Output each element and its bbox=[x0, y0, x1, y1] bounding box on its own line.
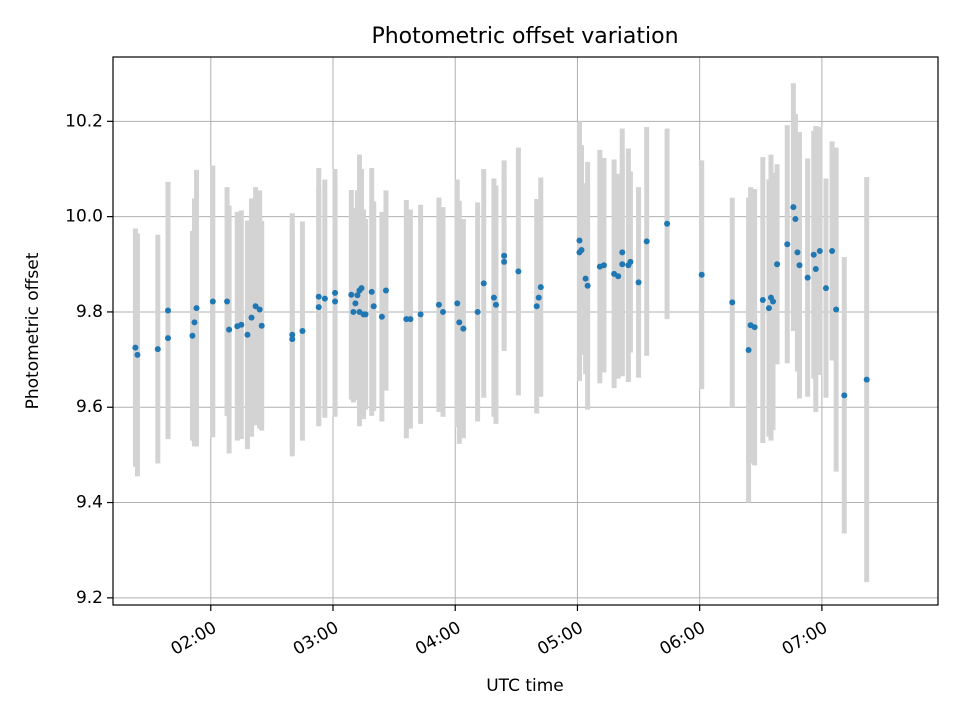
data-point bbox=[378, 313, 385, 320]
data-point bbox=[770, 298, 776, 305]
data-point bbox=[315, 304, 322, 311]
data-point bbox=[435, 301, 442, 308]
x-axis-label: UTC time bbox=[486, 676, 564, 696]
data-point bbox=[829, 247, 836, 254]
data-point bbox=[382, 287, 389, 294]
plot-frame bbox=[112, 56, 939, 606]
data-point bbox=[492, 301, 499, 308]
data-point bbox=[784, 241, 791, 248]
data-point bbox=[765, 305, 772, 312]
data-point bbox=[350, 308, 357, 315]
data-point bbox=[804, 274, 811, 281]
data-point bbox=[191, 319, 198, 326]
data-point bbox=[794, 249, 801, 256]
data-point bbox=[790, 204, 797, 211]
data-point bbox=[244, 331, 251, 338]
data-point bbox=[189, 332, 196, 339]
data-point bbox=[354, 292, 361, 299]
data-point bbox=[635, 279, 642, 286]
data-point bbox=[238, 321, 245, 328]
data-point bbox=[209, 298, 216, 305]
data-point bbox=[332, 289, 339, 296]
data-point bbox=[729, 299, 736, 306]
data-point bbox=[619, 249, 626, 256]
data-point bbox=[643, 238, 650, 245]
data-point bbox=[256, 306, 263, 313]
data-point bbox=[759, 297, 766, 304]
data-point bbox=[165, 307, 171, 314]
data-point bbox=[796, 262, 803, 269]
y-tick-label: 9.8 bbox=[76, 302, 103, 322]
y-axis-label: Photometric offset bbox=[23, 252, 43, 409]
data-point bbox=[615, 273, 622, 280]
data-point bbox=[315, 293, 322, 300]
data-point bbox=[362, 311, 369, 318]
data-point bbox=[165, 335, 171, 342]
y-tick-label: 9.6 bbox=[76, 397, 103, 417]
data-point bbox=[352, 300, 359, 307]
data-point bbox=[745, 347, 752, 354]
data-point bbox=[751, 324, 758, 331]
data-point bbox=[368, 288, 375, 295]
data-point bbox=[619, 261, 626, 268]
data-point bbox=[321, 295, 328, 302]
data-point bbox=[501, 258, 508, 265]
data-point bbox=[440, 308, 446, 315]
data-point bbox=[258, 322, 265, 329]
data-point bbox=[289, 331, 296, 338]
data-point bbox=[226, 326, 233, 333]
data-point bbox=[480, 280, 487, 287]
data-point bbox=[193, 305, 200, 312]
data-point bbox=[576, 237, 583, 244]
y-tick-label: 9.2 bbox=[76, 588, 103, 608]
data-point bbox=[533, 303, 540, 310]
data-point bbox=[454, 300, 461, 307]
data-point bbox=[600, 262, 607, 269]
data-point bbox=[370, 303, 377, 310]
data-point bbox=[248, 314, 255, 321]
data-point bbox=[224, 298, 231, 305]
data-point bbox=[289, 336, 296, 343]
data-point bbox=[664, 220, 671, 227]
data-point bbox=[134, 351, 141, 358]
y-tick-label: 10.2 bbox=[65, 111, 103, 131]
y-tick-label: 10.0 bbox=[65, 207, 103, 227]
data-point bbox=[537, 284, 544, 291]
data-point bbox=[474, 308, 481, 315]
data-point bbox=[810, 251, 817, 258]
data-point bbox=[582, 275, 589, 282]
data-point bbox=[698, 271, 705, 278]
data-point bbox=[863, 376, 870, 383]
data-point bbox=[812, 266, 819, 273]
data-point bbox=[252, 303, 259, 310]
data-point bbox=[358, 285, 365, 292]
data-point bbox=[348, 291, 355, 298]
data-point bbox=[154, 346, 161, 353]
data-point bbox=[332, 298, 339, 305]
data-point bbox=[578, 246, 585, 253]
chart-title: Photometric offset variation bbox=[371, 24, 678, 49]
data-point bbox=[456, 319, 463, 326]
data-point bbox=[407, 316, 414, 323]
data-point bbox=[132, 344, 139, 351]
data-point bbox=[501, 252, 508, 259]
y-tick-label: 9.4 bbox=[76, 493, 103, 513]
data-point bbox=[841, 392, 848, 399]
data-point bbox=[816, 247, 823, 254]
data-point bbox=[535, 294, 542, 301]
data-point bbox=[822, 285, 829, 292]
data-point bbox=[299, 328, 306, 334]
data-point bbox=[417, 311, 424, 318]
data-point bbox=[792, 216, 799, 223]
data-point bbox=[627, 258, 634, 265]
point-layer bbox=[132, 204, 870, 399]
data-point bbox=[833, 306, 840, 313]
data-point bbox=[774, 261, 781, 268]
data-point bbox=[460, 325, 467, 332]
data-point bbox=[584, 282, 591, 289]
data-point bbox=[515, 268, 522, 275]
data-point bbox=[490, 294, 497, 301]
